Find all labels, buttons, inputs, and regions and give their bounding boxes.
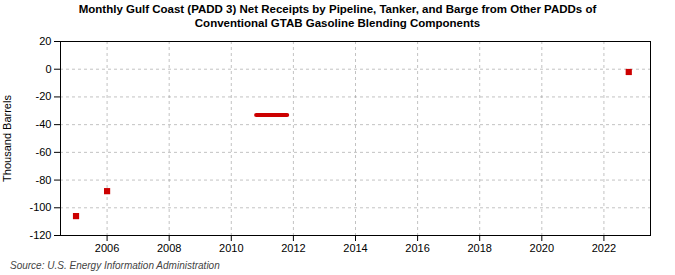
- svg-text:2006: 2006: [95, 242, 119, 254]
- html-text:Monthly Gulf Coast (PADD 3) Ne: Monthly Gulf Coast (PADD 3) Net Receipts…: [78, 3, 597, 29]
- svg-text:2018: 2018: [467, 242, 491, 254]
- svg-text:2010: 2010: [219, 242, 243, 254]
- svg-text:-80: -80: [36, 173, 52, 185]
- svg-text:0: 0: [45, 62, 51, 74]
- svg-text:-60: -60: [36, 145, 52, 157]
- svg-text:2014: 2014: [343, 242, 367, 254]
- svg-text:20: 20: [39, 35, 51, 47]
- svg-text:2020: 2020: [530, 242, 554, 254]
- svg-text:-20: -20: [36, 90, 52, 102]
- svg-text:Thousand Barrels: Thousand Barrels: [1, 94, 13, 181]
- svg-text:2008: 2008: [157, 242, 181, 254]
- svg-text:-100: -100: [29, 201, 51, 213]
- svg-text:-120: -120: [29, 229, 51, 241]
- svg-text:2022: 2022: [592, 242, 616, 254]
- svg-text:2012: 2012: [281, 242, 305, 254]
- svg-text:-40: -40: [36, 118, 52, 130]
- html-text:Source: U.S. Energy Informatio: Source: U.S. Energy Information Administ…: [10, 259, 220, 271]
- svg-text:2016: 2016: [405, 242, 429, 254]
